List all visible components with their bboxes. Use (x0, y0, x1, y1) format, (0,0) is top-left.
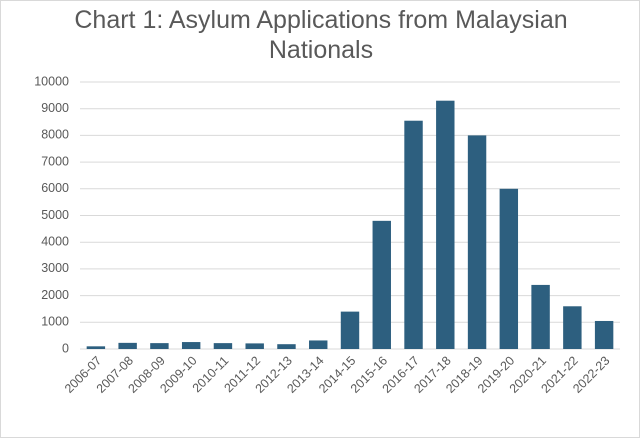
y-tick-label: 2000 (41, 288, 69, 302)
y-tick-label: 0 (62, 341, 69, 355)
bar (563, 306, 582, 349)
bar (340, 311, 360, 349)
bar (404, 120, 423, 349)
y-tick-label: 9000 (41, 101, 69, 115)
y-tick-label: 6000 (41, 181, 69, 195)
y-tick-label: 10000 (34, 74, 69, 88)
bar (594, 320, 614, 349)
y-tick-label: 8000 (41, 128, 69, 142)
y-tick-label: 1000 (41, 315, 69, 329)
bar (499, 188, 519, 349)
chart-title: Chart 1: Asylum Applications from Malays… (74, 6, 568, 64)
bar (181, 342, 201, 349)
bar (436, 100, 455, 349)
y-tick-label: 4000 (41, 234, 69, 248)
bar (277, 344, 296, 349)
bar (150, 343, 169, 349)
bar (531, 284, 550, 349)
bar (309, 340, 328, 349)
bar (86, 346, 106, 349)
y-tick-label: 7000 (41, 154, 69, 168)
y-tick-label: 5000 (41, 208, 69, 222)
bar (213, 343, 233, 349)
y-tick-label: 3000 (41, 261, 69, 275)
bar (118, 342, 137, 349)
bar (245, 343, 264, 349)
bar (372, 220, 391, 349)
bar (467, 135, 487, 349)
